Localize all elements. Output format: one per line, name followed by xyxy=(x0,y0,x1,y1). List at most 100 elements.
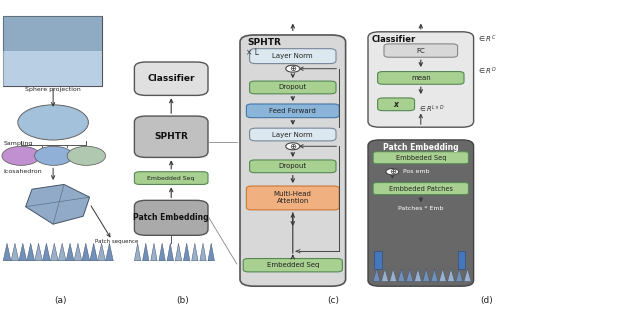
Text: $\in R^{L\times D}$: $\in R^{L\times D}$ xyxy=(418,104,445,115)
Polygon shape xyxy=(27,243,35,261)
Text: Dropout: Dropout xyxy=(279,85,307,90)
Text: FC: FC xyxy=(417,48,425,53)
Polygon shape xyxy=(11,243,19,261)
FancyBboxPatch shape xyxy=(250,49,336,64)
Circle shape xyxy=(285,143,300,150)
FancyBboxPatch shape xyxy=(243,259,342,272)
Polygon shape xyxy=(439,269,446,281)
Text: (a): (a) xyxy=(54,296,67,305)
Circle shape xyxy=(35,146,73,165)
Text: Patch Embedding: Patch Embedding xyxy=(133,213,209,222)
Text: x: x xyxy=(394,100,399,109)
Polygon shape xyxy=(398,269,405,281)
Text: Feed Forward: Feed Forward xyxy=(269,108,316,114)
Polygon shape xyxy=(191,243,198,261)
Bar xyxy=(3,16,102,51)
Text: Layer Norm: Layer Norm xyxy=(273,132,313,137)
Polygon shape xyxy=(447,269,454,281)
Polygon shape xyxy=(159,243,165,261)
Polygon shape xyxy=(26,184,90,224)
Polygon shape xyxy=(90,243,97,261)
FancyBboxPatch shape xyxy=(250,128,336,141)
Text: × L: × L xyxy=(246,48,259,57)
FancyBboxPatch shape xyxy=(384,44,458,57)
Text: $\in R^D$: $\in R^D$ xyxy=(477,66,497,77)
FancyBboxPatch shape xyxy=(134,172,208,184)
Polygon shape xyxy=(381,269,388,281)
Text: Patches * Emb: Patches * Emb xyxy=(398,206,444,211)
Circle shape xyxy=(67,146,106,165)
Polygon shape xyxy=(373,269,380,281)
Bar xyxy=(374,251,382,269)
Circle shape xyxy=(18,105,88,140)
Polygon shape xyxy=(184,243,190,261)
Polygon shape xyxy=(82,243,90,261)
Text: SPHTR: SPHTR xyxy=(154,132,188,141)
Text: Sphere projection: Sphere projection xyxy=(25,87,81,93)
FancyBboxPatch shape xyxy=(246,186,339,210)
Polygon shape xyxy=(200,243,206,261)
Circle shape xyxy=(2,146,40,165)
Text: Icosahedron: Icosahedron xyxy=(3,169,42,174)
Text: Multi-Head
Attention: Multi-Head Attention xyxy=(274,191,312,204)
Polygon shape xyxy=(406,269,413,281)
FancyBboxPatch shape xyxy=(368,32,474,127)
Text: Patch Embedding: Patch Embedding xyxy=(383,143,459,152)
Polygon shape xyxy=(98,243,106,261)
Circle shape xyxy=(386,169,399,175)
Text: ⊕: ⊕ xyxy=(289,142,296,151)
FancyBboxPatch shape xyxy=(240,35,346,286)
Text: mean: mean xyxy=(411,75,431,81)
Polygon shape xyxy=(456,269,463,281)
Polygon shape xyxy=(19,243,27,261)
Polygon shape xyxy=(58,243,66,261)
FancyBboxPatch shape xyxy=(250,160,336,173)
Text: $\in R^C$: $\in R^C$ xyxy=(477,34,497,45)
Text: Pos emb: Pos emb xyxy=(403,169,429,174)
Polygon shape xyxy=(175,243,182,261)
Text: Patch sequence: Patch sequence xyxy=(95,239,138,244)
Text: Classifier: Classifier xyxy=(147,74,195,83)
Polygon shape xyxy=(106,243,113,261)
FancyBboxPatch shape xyxy=(378,98,415,111)
Bar xyxy=(3,16,102,86)
FancyBboxPatch shape xyxy=(250,81,336,94)
Text: SPHTR: SPHTR xyxy=(248,38,282,47)
FancyBboxPatch shape xyxy=(246,104,339,118)
Polygon shape xyxy=(43,243,51,261)
Text: (d): (d) xyxy=(480,296,493,305)
FancyBboxPatch shape xyxy=(373,152,468,164)
Polygon shape xyxy=(208,243,214,261)
FancyBboxPatch shape xyxy=(134,200,208,235)
Text: (b): (b) xyxy=(176,296,189,305)
Polygon shape xyxy=(431,269,438,281)
FancyBboxPatch shape xyxy=(134,62,208,95)
Polygon shape xyxy=(422,269,429,281)
Text: Embbeded Seq: Embbeded Seq xyxy=(396,155,446,161)
Polygon shape xyxy=(134,243,141,261)
Text: (c): (c) xyxy=(327,296,339,305)
Text: Classifier: Classifier xyxy=(371,35,415,44)
Bar xyxy=(458,251,465,269)
Circle shape xyxy=(285,65,300,72)
Polygon shape xyxy=(35,243,42,261)
Polygon shape xyxy=(167,243,173,261)
Text: ⊕: ⊕ xyxy=(389,167,396,176)
Polygon shape xyxy=(151,243,157,261)
Polygon shape xyxy=(74,243,82,261)
Text: Embedded Seq: Embedded Seq xyxy=(267,262,319,268)
FancyBboxPatch shape xyxy=(378,72,464,84)
Polygon shape xyxy=(143,243,149,261)
Bar xyxy=(3,51,102,86)
Polygon shape xyxy=(390,269,397,281)
Polygon shape xyxy=(415,269,422,281)
Circle shape xyxy=(18,105,88,140)
Text: Embbeded Patches: Embbeded Patches xyxy=(388,186,453,191)
Polygon shape xyxy=(464,269,471,281)
Text: Embedded Seq: Embedded Seq xyxy=(147,176,195,181)
FancyBboxPatch shape xyxy=(373,183,468,195)
Polygon shape xyxy=(66,243,74,261)
Text: Sampling: Sampling xyxy=(3,141,33,146)
FancyBboxPatch shape xyxy=(134,116,208,157)
FancyBboxPatch shape xyxy=(368,140,474,286)
